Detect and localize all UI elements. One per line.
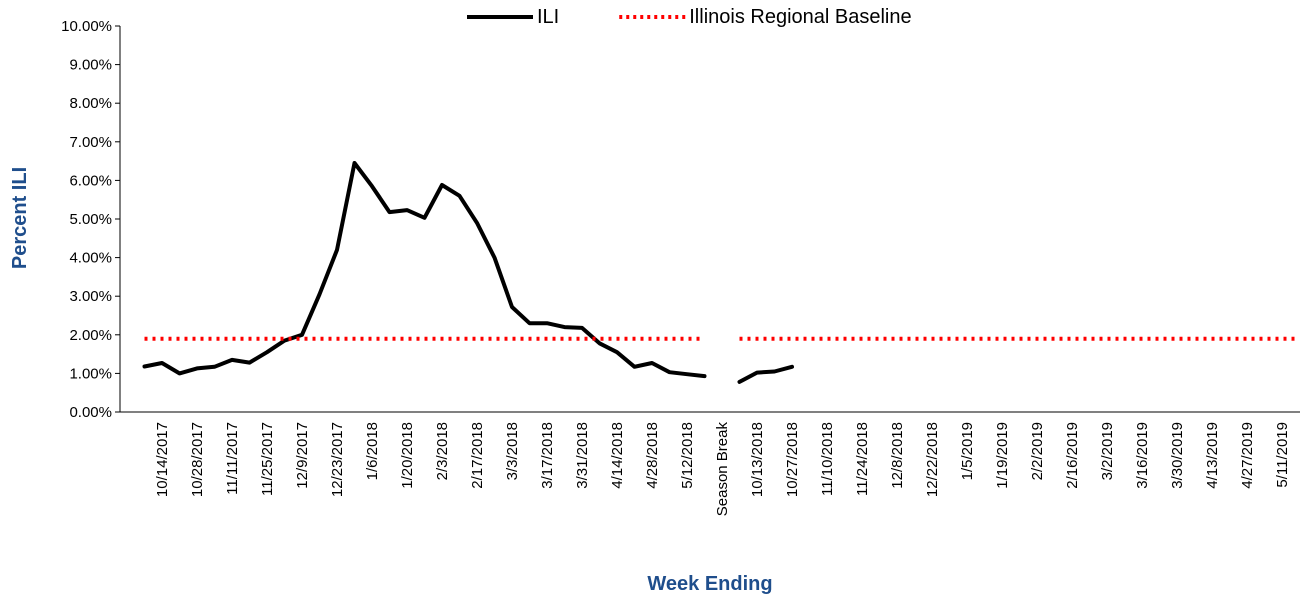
x-tick-label: 3/3/2018 (504, 422, 521, 480)
x-tick-label: 12/9/2017 (294, 422, 311, 489)
x-tick-label: 11/10/2018 (819, 422, 836, 496)
y-tick-label: 7.00% (69, 134, 112, 151)
x-tick-label: Season Break (714, 422, 731, 517)
y-tick-label: 2.00% (69, 327, 112, 344)
ili-line (142, 161, 794, 384)
x-tick-label: 1/6/2018 (364, 422, 381, 480)
x-tick-label: 3/31/2018 (574, 422, 591, 489)
x-tick-label: 2/3/2018 (434, 422, 451, 480)
y-tick-label: 8.00% (69, 95, 112, 112)
y-tick-label: 5.00% (69, 211, 112, 228)
y-axis-title: Percent ILI (9, 167, 31, 269)
x-tick-label: 12/22/2018 (924, 422, 941, 497)
x-tick-label: 10/13/2018 (749, 422, 766, 497)
x-tick-label: 4/13/2019 (1204, 422, 1221, 489)
x-tick-label: 1/5/2019 (959, 422, 976, 480)
x-tick-label: 2/16/2019 (1064, 422, 1081, 489)
x-tick-label: 4/27/2019 (1239, 422, 1256, 489)
x-tick-label: 4/28/2018 (644, 422, 661, 489)
y-tick-label: 3.00% (69, 288, 112, 305)
x-tick-label: 12/8/2018 (889, 422, 906, 489)
x-tick-label: 10/14/2017 (154, 422, 171, 497)
legend-label: Illinois Regional Baseline (689, 6, 911, 28)
x-tick-label: 11/11/2017 (224, 422, 241, 495)
x-tick-label: 3/16/2019 (1134, 422, 1151, 489)
legend-label: ILI (537, 6, 559, 28)
y-tick-label: 4.00% (69, 250, 112, 267)
x-tick-label: 2/2/2019 (1029, 422, 1046, 480)
y-tick-label: 6.00% (69, 172, 112, 189)
y-tick-label: 0.00% (69, 404, 112, 421)
x-tick-label: 1/19/2019 (994, 422, 1011, 489)
x-tick-label: 3/30/2019 (1169, 422, 1186, 489)
x-tick-label: 5/11/2019 (1274, 422, 1291, 488)
x-tick-label: 5/12/2018 (679, 422, 696, 489)
y-tick-label: 1.00% (69, 365, 112, 382)
x-tick-label: 11/24/2018 (854, 422, 871, 496)
x-tick-label: 10/28/2017 (189, 422, 206, 497)
x-axis-title: Week Ending (647, 573, 772, 595)
y-tick-label: 10.00% (61, 18, 112, 35)
x-tick-label: 10/27/2018 (784, 422, 801, 497)
x-tick-label: 3/2/2019 (1099, 422, 1116, 480)
x-tick-label: 2/17/2018 (469, 422, 486, 489)
x-tick-label: 12/23/2017 (329, 422, 346, 497)
x-tick-label: 11/25/2017 (259, 422, 276, 496)
y-tick-label: 9.00% (69, 57, 112, 74)
x-tick-label: 1/20/2018 (399, 422, 416, 489)
x-tick-label: 3/17/2018 (539, 422, 556, 489)
x-tick-label: 4/14/2018 (609, 422, 626, 489)
